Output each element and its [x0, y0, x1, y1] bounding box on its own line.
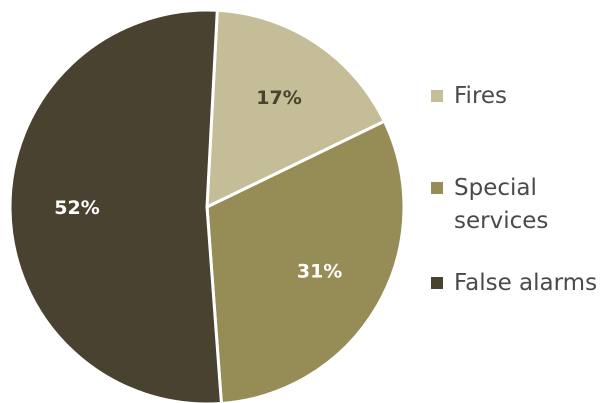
legend-swatch-special-services — [431, 182, 443, 194]
pie-slice-false-alarms — [8, 8, 223, 403]
pie-slice-special-services — [205, 119, 406, 403]
legend-label-special-services: Special services — [454, 175, 548, 234]
pie-slice-label-fires: 17% — [256, 87, 301, 109]
pie-slice-labels: 17% 31% 52% — [54, 87, 342, 282]
pie-slice-label-special-services: 31% — [297, 261, 342, 283]
legend-swatch-false-alarms — [431, 277, 443, 289]
pie-slice-label-false-alarms: 52% — [54, 197, 99, 219]
legend-label-fires: Fires — [454, 83, 507, 109]
legend-label-false-alarms: False alarms — [454, 270, 597, 296]
legend: Fires Special services False alarms — [431, 83, 597, 296]
pie-slice-fires — [205, 8, 386, 209]
pie-slices — [8, 8, 406, 403]
legend-swatch-fires — [431, 90, 443, 102]
